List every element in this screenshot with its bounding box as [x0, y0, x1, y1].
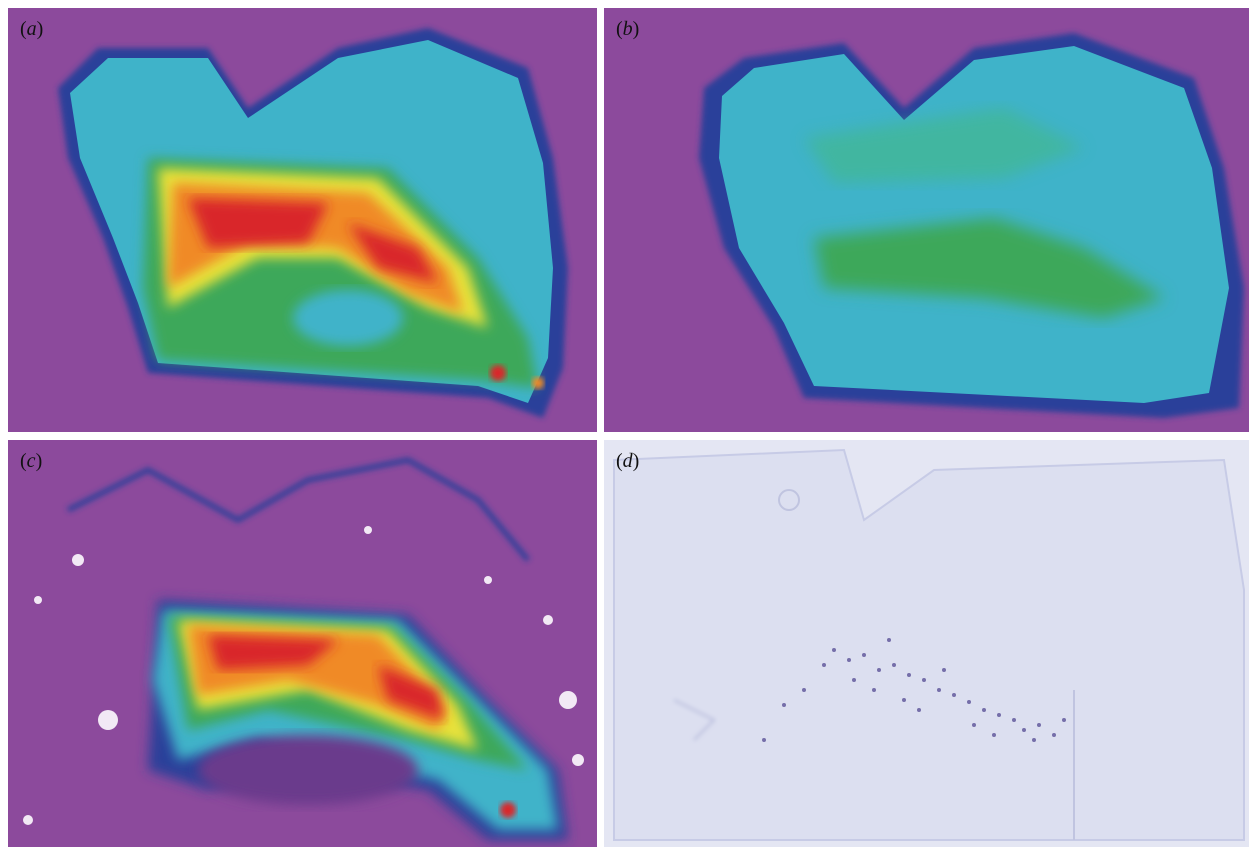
panel-label-c: (c) [20, 450, 43, 472]
panel-a: (a) [8, 8, 597, 432]
hot-region-red [188, 198, 328, 248]
histology-image-d [604, 440, 1249, 847]
hot-region-red-2 [348, 223, 438, 283]
panel-label-a: (a) [20, 18, 44, 40]
heatmap-image-a [8, 8, 597, 432]
panel-label-d: (d) [616, 450, 640, 472]
panel-c: (c) [8, 440, 597, 847]
white-specks [23, 526, 584, 825]
heatmap-image-c [8, 440, 597, 847]
panel-label-b: (b) [616, 18, 640, 40]
band-green-b [814, 218, 1164, 318]
panel-d: (d) [604, 440, 1249, 847]
stain-dots [762, 638, 1066, 742]
heatmap-image-b [604, 8, 1249, 432]
inner-cavity [293, 290, 403, 346]
panel-b: (b) [604, 8, 1249, 432]
tissue-section-d [613, 448, 1245, 841]
tissue-edge-c [66, 457, 530, 562]
